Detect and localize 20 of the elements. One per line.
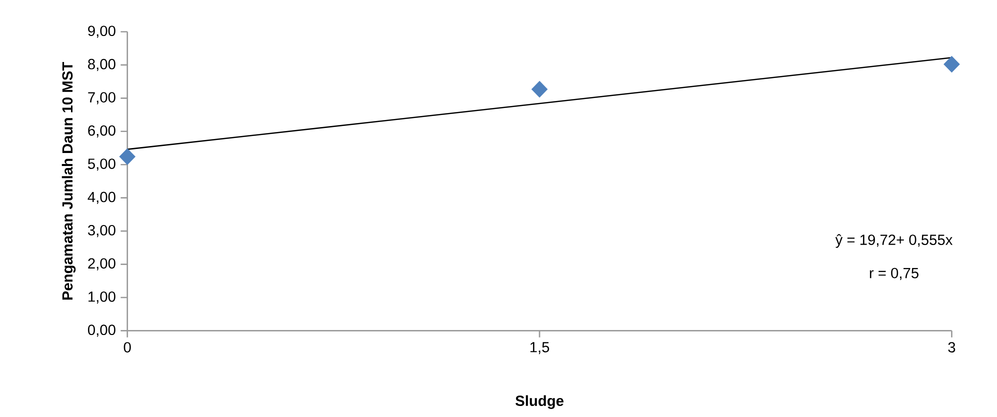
y-tick-label: 9,00	[88, 26, 116, 38]
point	[944, 56, 960, 73]
point	[119, 148, 136, 165]
x-tick-label: 0	[124, 342, 131, 352]
x-tick-label: 1,5	[530, 342, 550, 354]
y-tick-label: 3,00	[88, 225, 116, 238]
x-axis-title: Sludge	[516, 395, 564, 409]
y-tick-label: 1,00	[88, 291, 116, 304]
y-tick-label: 8,00	[88, 58, 116, 72]
y-tick-label: 2,00	[88, 258, 116, 270]
x-tick-label: 3	[948, 342, 956, 352]
y-tick-label: 6,00	[88, 125, 116, 138]
y-axis-title: Pengamatan Jumlah Daun 10 MST	[62, 62, 76, 300]
y-tick-label: 0,00	[88, 324, 116, 337]
y-tick-label: 4,00	[88, 192, 116, 204]
y-tick-label: 7,00	[88, 92, 116, 104]
point	[531, 80, 548, 98]
y-tick-label: 5,00	[88, 158, 116, 171]
annotation: ŷ = 19,72+ 0,555x	[835, 234, 953, 248]
annotation: r = 0,75	[870, 268, 918, 280]
